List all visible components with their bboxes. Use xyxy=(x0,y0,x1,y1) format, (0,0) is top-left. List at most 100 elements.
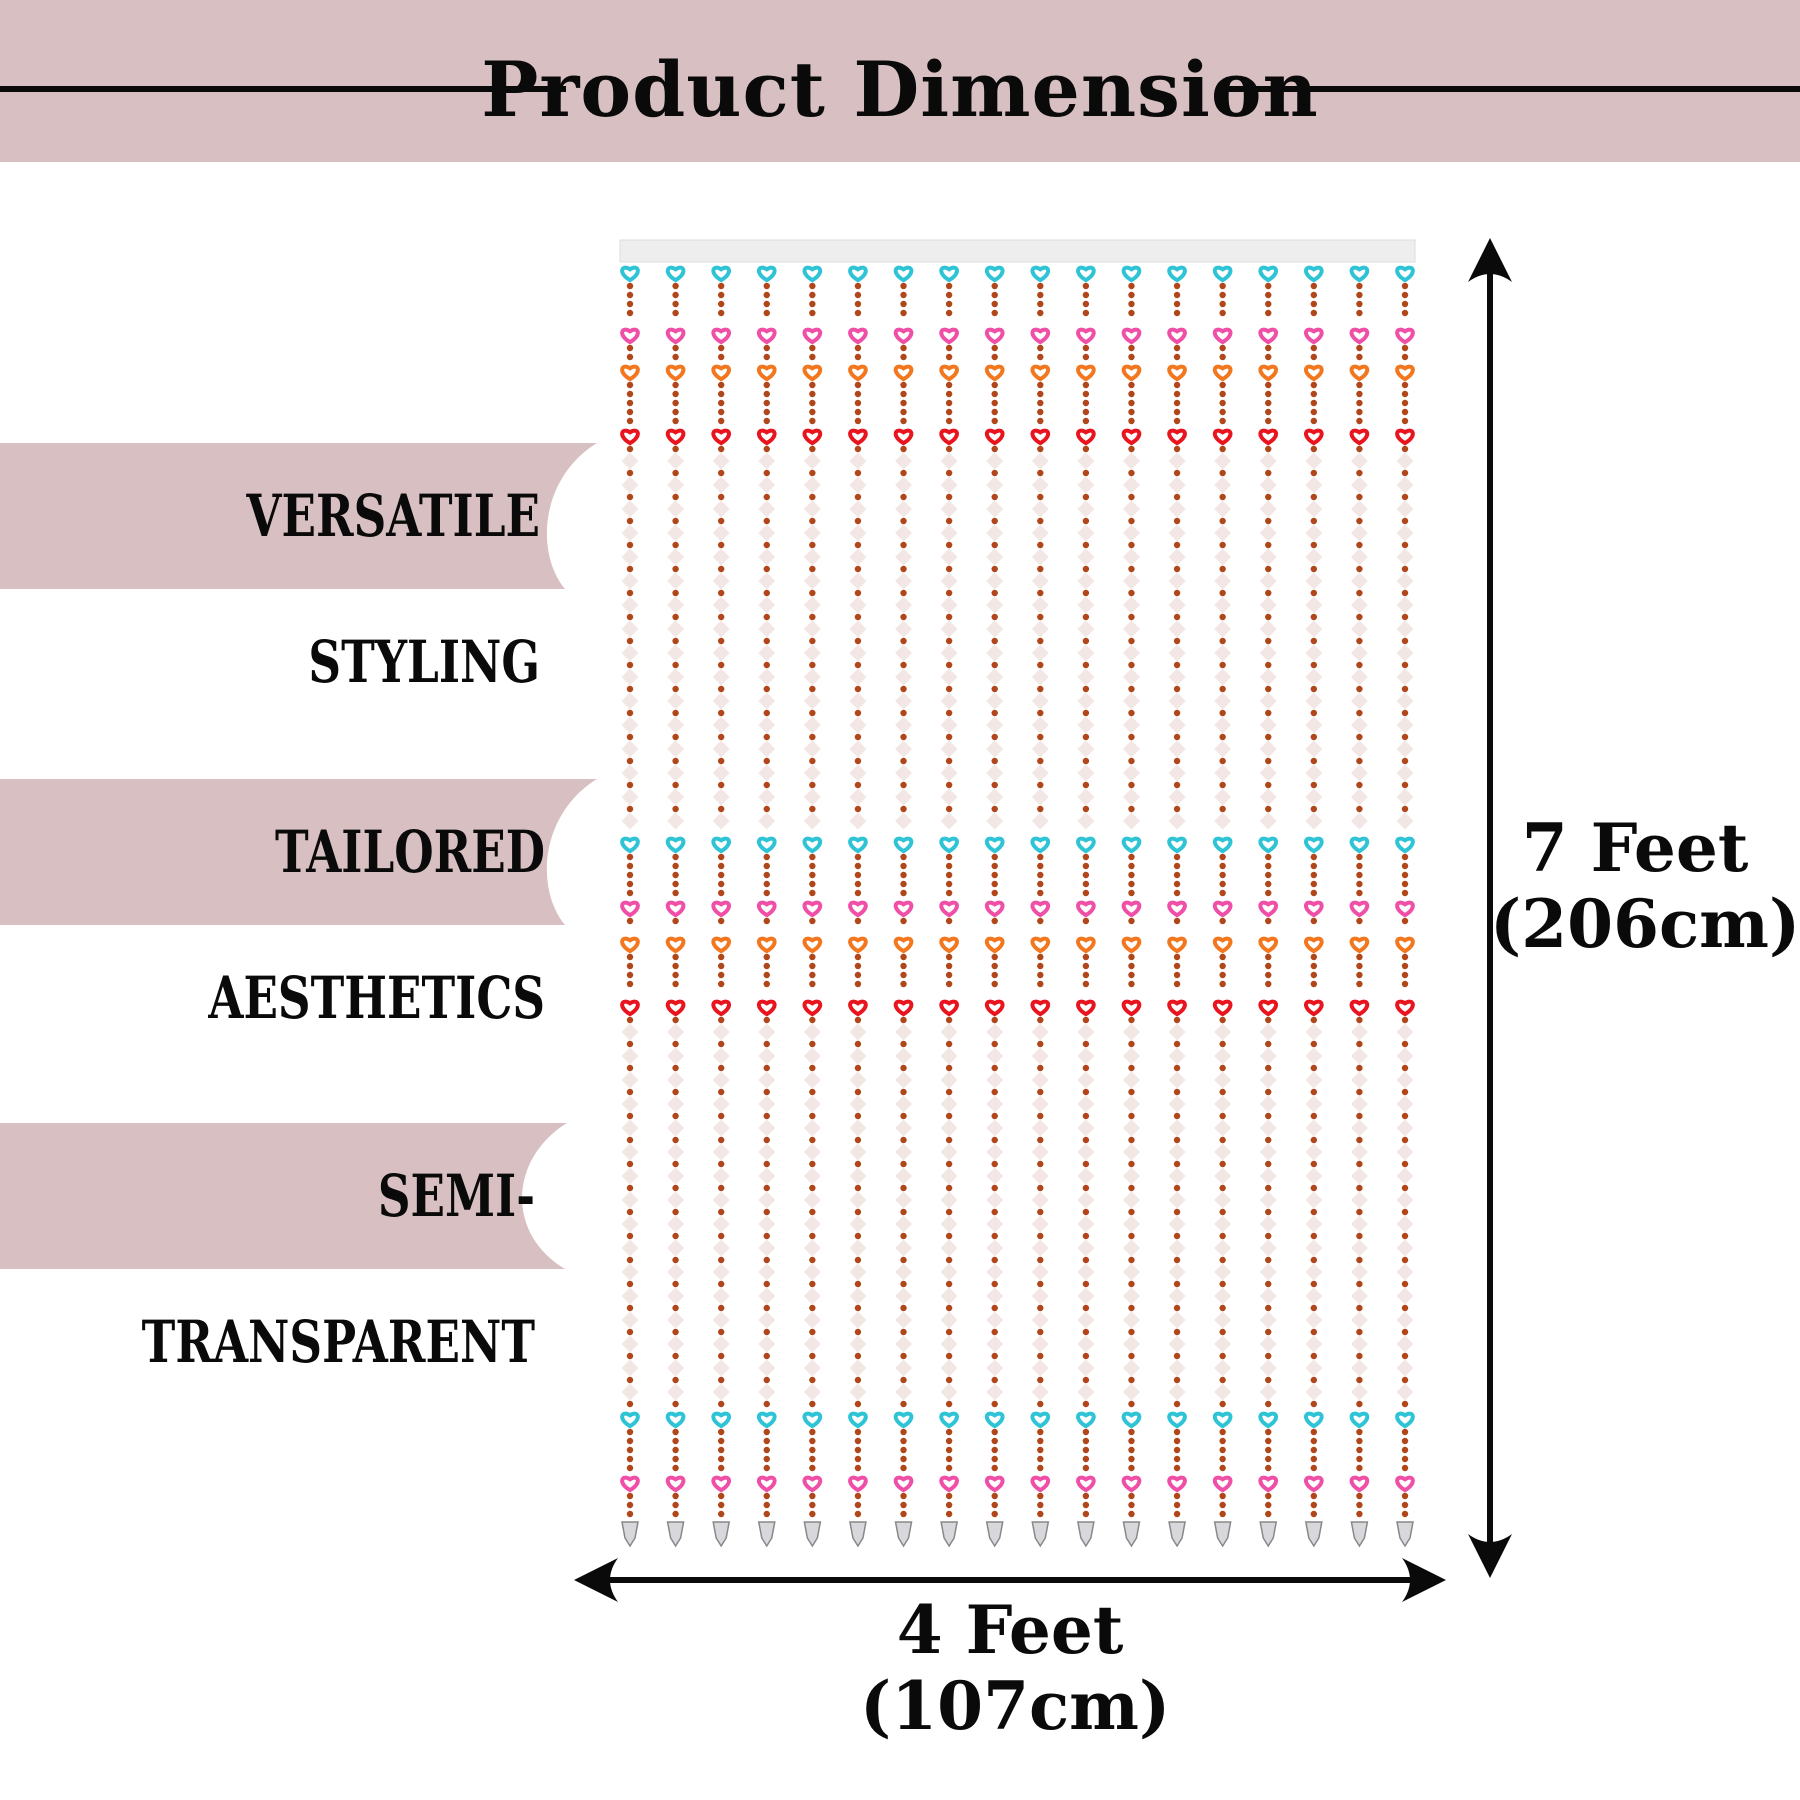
seed-bead xyxy=(1173,517,1181,525)
seed-bead xyxy=(717,637,725,645)
crystal-bead xyxy=(803,620,821,638)
crystal-drop xyxy=(621,1521,639,1548)
crystal-bead xyxy=(803,500,821,518)
seed-bead xyxy=(1128,1464,1135,1472)
seed-bead xyxy=(1401,399,1409,407)
seed-bead xyxy=(854,291,862,299)
seed-bead xyxy=(1356,1328,1363,1336)
heart-bead xyxy=(802,364,823,382)
crystal-bead xyxy=(1305,764,1323,782)
heart-bead xyxy=(1395,1475,1415,1493)
seed-bead xyxy=(1128,1256,1135,1264)
feature-label: VERSATILE STYLING xyxy=(246,482,540,696)
crystal-bead xyxy=(940,596,958,614)
seed-bead xyxy=(991,709,998,717)
crystal-bead xyxy=(1168,668,1186,686)
crystal-bead xyxy=(621,596,639,614)
seed-bead xyxy=(809,971,816,979)
seed-bead xyxy=(1356,1136,1363,1144)
seed-bead xyxy=(1356,1510,1363,1518)
seed-bead xyxy=(672,291,679,299)
seed-bead xyxy=(1310,1304,1318,1312)
seed-bead xyxy=(1356,889,1363,897)
seed-bead xyxy=(1173,282,1181,290)
seed-bead xyxy=(1082,1136,1090,1144)
seed-bead xyxy=(1128,291,1135,299)
crystal-bead xyxy=(1077,524,1095,542)
crystal-bead xyxy=(1168,692,1186,710)
crystal-bead xyxy=(1259,524,1277,542)
seed-bead xyxy=(1037,300,1044,308)
seed-bead xyxy=(1401,469,1409,477)
seed-bead xyxy=(1219,871,1226,879)
heart-bead xyxy=(1304,428,1324,446)
heart-bead xyxy=(802,265,823,283)
seed-bead xyxy=(1082,390,1090,398)
heart-bead xyxy=(1121,900,1142,918)
seed-bead xyxy=(854,853,862,861)
crystal-bead xyxy=(803,452,821,470)
crystal-bead xyxy=(667,812,685,830)
crystal-bead xyxy=(986,1071,1004,1089)
crystal-bead xyxy=(940,1023,958,1041)
crystal-bead xyxy=(1122,1023,1140,1041)
crystal-bead xyxy=(803,1263,821,1281)
crystal-bead xyxy=(849,620,867,638)
heart-bead xyxy=(1349,936,1370,954)
crystal-bead xyxy=(1122,1311,1140,1329)
crystal-bead xyxy=(1305,1215,1323,1233)
seed-bead xyxy=(991,381,998,389)
crystal-bead xyxy=(1259,1359,1277,1377)
seed-bead xyxy=(763,1256,770,1264)
seed-bead xyxy=(626,1304,634,1312)
seed-bead xyxy=(809,469,816,477)
crystal-bead xyxy=(1259,1239,1277,1257)
crystal-bead xyxy=(1122,1167,1140,1185)
seed-bead xyxy=(1037,589,1044,597)
crystal-bead xyxy=(849,1239,867,1257)
crystal-drop xyxy=(1304,1521,1323,1548)
seed-bead xyxy=(991,1160,998,1168)
seed-bead xyxy=(1401,408,1409,416)
seed-bead xyxy=(1173,805,1181,813)
seed-bead xyxy=(1082,1064,1090,1072)
seed-bead xyxy=(1265,637,1272,645)
seed-bead xyxy=(1401,1208,1409,1216)
seed-bead xyxy=(1173,781,1181,789)
crystal-bead xyxy=(803,1119,821,1137)
seed-bead xyxy=(672,889,679,897)
seed-bead xyxy=(1356,1232,1363,1240)
seed-bead xyxy=(717,1510,725,1518)
seed-bead xyxy=(945,1428,953,1436)
crystal-bead xyxy=(1396,1215,1414,1233)
seed-bead xyxy=(1037,493,1044,501)
heart-bead xyxy=(1258,999,1279,1017)
seed-bead xyxy=(1265,565,1272,573)
seed-bead xyxy=(1082,862,1090,870)
seed-bead xyxy=(1037,962,1044,970)
seed-bead xyxy=(1265,390,1272,398)
seed-bead xyxy=(763,709,770,717)
seed-bead xyxy=(626,862,634,870)
seed-bead xyxy=(945,1455,953,1463)
crystal-bead xyxy=(1214,812,1232,830)
crystal-bead xyxy=(1214,1023,1232,1041)
seed-bead xyxy=(1310,353,1318,361)
seed-bead xyxy=(717,1437,725,1445)
seed-bead xyxy=(991,469,998,477)
seed-bead xyxy=(1082,517,1090,525)
seed-bead xyxy=(626,517,634,525)
crystal-bead xyxy=(667,764,685,782)
seed-bead xyxy=(626,1492,634,1500)
crystal-bead xyxy=(758,1167,776,1185)
seed-bead xyxy=(900,1208,907,1216)
crystal-bead xyxy=(895,716,913,734)
seed-bead xyxy=(945,1501,953,1509)
crystal-bead xyxy=(1396,1263,1414,1281)
heart-bead xyxy=(939,1475,959,1493)
seed-bead xyxy=(763,1510,770,1518)
seed-bead xyxy=(717,1501,725,1509)
seed-bead xyxy=(1401,1400,1409,1408)
seed-bead xyxy=(1401,685,1409,693)
seed-bead xyxy=(1356,1016,1363,1024)
